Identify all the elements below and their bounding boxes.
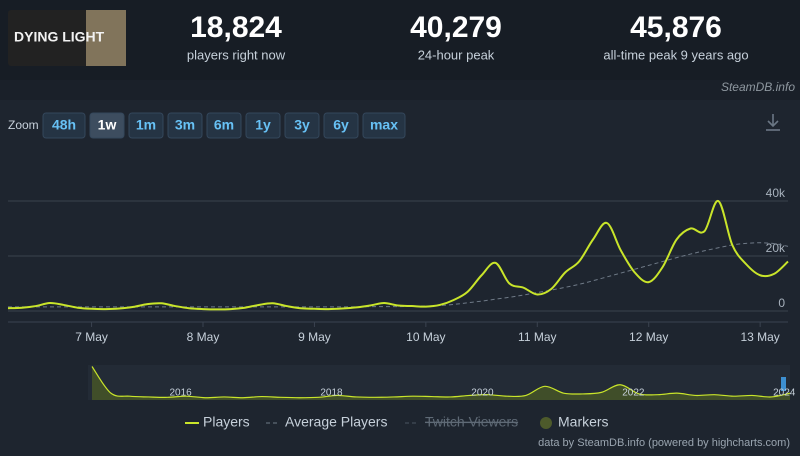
zoom-button[interactable]: 6y — [323, 112, 359, 139]
zoom-button[interactable]: 3y — [284, 112, 320, 139]
x-tick-label: 11 May — [518, 330, 556, 344]
watermark: SteamDB.info — [721, 80, 795, 94]
stat-value: 18,824 — [190, 11, 282, 44]
y-tick-label: 0 — [778, 296, 785, 310]
zoom-button-label: 3m — [175, 117, 195, 133]
logo-art — [86, 10, 126, 66]
zoom-button[interactable]: 1m — [128, 112, 164, 139]
stat-value: 45,876 — [630, 11, 722, 44]
legend-label: Average Players — [285, 414, 387, 430]
x-tick-label: 8 May — [187, 330, 220, 344]
zoom-button-bg — [245, 112, 281, 139]
zoom-button-label: max — [370, 117, 398, 133]
zoom-button-bg — [284, 112, 320, 139]
zoom-button[interactable]: 6m — [206, 112, 242, 139]
zoom-button-label: 1m — [136, 117, 156, 133]
navigator-area — [92, 366, 790, 400]
series-line — [7, 199, 789, 311]
legend-label: Twitch Viewers — [425, 414, 518, 430]
navigator-handle — [781, 377, 786, 391]
zoom-button[interactable]: 3m — [167, 112, 203, 139]
legend-item[interactable]: Average Players — [266, 414, 387, 430]
navigator-year: 2022 — [622, 388, 645, 399]
navigator-year: 2018 — [320, 388, 343, 399]
zoom-button-bg — [42, 112, 86, 139]
legend-swatch — [540, 417, 552, 429]
x-tick-label: 10 May — [406, 330, 445, 344]
x-tick-label: 9 May — [298, 330, 331, 344]
credits: data by SteamDB.info (powered by highcha… — [538, 437, 790, 449]
navigator-year: 2016 — [169, 388, 192, 399]
zoom-button-label: 1w — [98, 117, 117, 133]
zoom-button-bg — [167, 112, 203, 139]
zoom-button[interactable]: max — [362, 112, 406, 139]
y-tick-label: 40k — [766, 186, 786, 200]
stat-label: all-time peak 9 years ago — [603, 47, 748, 62]
zoom-button[interactable]: 1y — [245, 112, 281, 139]
header-bg — [0, 0, 800, 80]
logo-text: DYING LIGHT — [14, 29, 105, 45]
zoom-button-label: 1y — [255, 117, 271, 133]
legend-label: Players — [203, 414, 250, 430]
zoom-button-label: 6m — [214, 117, 234, 133]
zoom-button-bg — [206, 112, 242, 139]
stat-value: 40,279 — [410, 11, 502, 44]
zoom-label: Zoom — [8, 118, 39, 132]
navigator-year: 2024 — [773, 388, 796, 399]
zoom-button-label: 6y — [333, 117, 349, 133]
legend-item[interactable]: Twitch Viewers — [405, 414, 518, 430]
legend-item[interactable]: Markers — [540, 414, 609, 430]
chart-bg — [0, 100, 800, 456]
watermark-strip — [0, 80, 800, 100]
zoom-button-bg — [362, 112, 406, 139]
download-icon[interactable] — [766, 114, 780, 131]
zoom-button-bg — [89, 112, 125, 139]
zoom-button-bg — [128, 112, 164, 139]
zoom-button-bg — [323, 112, 359, 139]
legend-item[interactable]: Players — [185, 414, 250, 430]
zoom-button[interactable]: 48h — [42, 112, 86, 139]
y-tick-label: 20k — [766, 241, 786, 255]
stat-label: players right now — [187, 47, 286, 62]
navigator-line — [91, 366, 791, 399]
x-tick-label: 12 May — [629, 330, 668, 344]
x-tick-label: 13 May — [740, 330, 779, 344]
zoom-button-label: 48h — [52, 117, 76, 133]
legend-label: Markers — [558, 414, 609, 430]
zoom-button[interactable]: 1w — [89, 112, 125, 139]
icon-stroke — [767, 120, 779, 128]
stat-label: 24-hour peak — [418, 47, 495, 62]
navigator-year: 2020 — [471, 388, 494, 399]
zoom-button-label: 3y — [294, 117, 310, 133]
x-tick-label: 7 May — [75, 330, 108, 344]
